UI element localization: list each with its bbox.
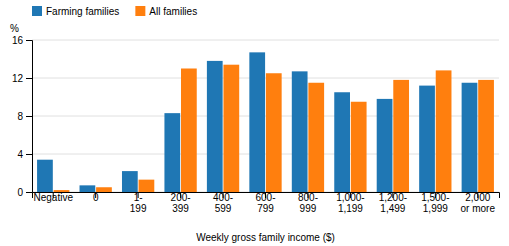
legend-item: Farming families — [32, 6, 119, 17]
legend-label: Farming families — [46, 6, 119, 17]
axis-line — [26, 41, 33, 193]
tick: 12 — [12, 73, 32, 84]
tick-label: 400-599 — [213, 192, 233, 214]
tick: 16 — [12, 35, 32, 46]
tick: 1,500-1,999 — [421, 192, 449, 214]
tick-label: 2,000or more — [461, 192, 496, 214]
bar — [80, 185, 96, 192]
y-axis-title: % — [10, 23, 19, 34]
bar — [377, 99, 393, 192]
bar — [164, 113, 180, 192]
y-axis: 0 4 8 12 16 — [12, 35, 33, 198]
tick-mark — [26, 78, 32, 79]
bar — [37, 160, 53, 192]
tick-label-line: 999 — [300, 203, 317, 214]
bar — [462, 83, 478, 192]
tick-label-line: 800- — [298, 192, 318, 203]
tick-mark — [26, 116, 32, 117]
tick: 4 — [17, 149, 32, 160]
grid-line — [32, 40, 499, 41]
bar — [207, 61, 223, 192]
legend: Farming families All families — [32, 6, 197, 17]
tick-label-line: 200- — [171, 192, 191, 203]
tick: 1-199 — [130, 192, 147, 214]
grid — [32, 40, 499, 192]
tick-label: 12 — [12, 73, 24, 84]
tick-label-line: 0 — [93, 192, 99, 203]
bar-series — [37, 52, 477, 192]
legend-swatch — [32, 6, 42, 16]
bar — [436, 70, 452, 192]
tick-label-line: 399 — [172, 203, 189, 214]
bar — [351, 102, 367, 192]
tick-label-line: Negative — [33, 192, 73, 203]
x-axis-title: Weekly gross family income ($) — [196, 232, 335, 243]
tick-label-line: or more — [461, 203, 496, 214]
tick-label-line: 599 — [215, 203, 232, 214]
tick-label: 8 — [17, 111, 23, 122]
tick: 8 — [17, 111, 32, 122]
tick-label-line: 1,200- — [379, 192, 407, 203]
legend-swatch — [135, 6, 145, 16]
tick: 1,000-1,199 — [336, 192, 364, 214]
bar — [393, 80, 409, 192]
tick-mark — [26, 40, 32, 41]
tick-label-line: 1,199 — [338, 203, 363, 214]
tick: 1,200-1,499 — [379, 192, 407, 214]
bar — [139, 180, 155, 192]
tick-label-line: 2,000 — [465, 192, 490, 203]
bar — [122, 171, 138, 192]
legend-item: All families — [135, 6, 197, 17]
tick: 200-399 — [171, 192, 191, 214]
tick-label-line: 1,000- — [336, 192, 364, 203]
tick-label: 4 — [17, 149, 23, 160]
bar-series — [54, 65, 494, 192]
tick: Negative — [33, 192, 73, 203]
tick-label: Negative — [33, 192, 73, 203]
tick-label: 1,500-1,999 — [421, 192, 449, 214]
bar — [308, 83, 324, 192]
tick-mark — [26, 154, 32, 155]
x-axis: Negative 0 1-199 200-399 400-599 600-799 800-9… — [33, 192, 500, 214]
tick-label-line: 1,499 — [380, 203, 405, 214]
legend-label: All families — [149, 6, 197, 17]
tick-label-line: 199 — [130, 203, 147, 214]
tick-label: 0 — [17, 187, 23, 198]
tick-label-line: 1,999 — [423, 203, 448, 214]
tick-label: 1,000-1,199 — [336, 192, 364, 214]
chart: 0 4 8 12 16 Negative 0 1-199 200-399 400-599 600-7… — [0, 0, 509, 246]
bar — [292, 71, 308, 192]
tick-label: 200-399 — [171, 192, 191, 214]
tick-label: 1,200-1,499 — [379, 192, 407, 214]
tick-label-line: 1,500- — [421, 192, 449, 203]
tick-label-line: 799 — [257, 203, 274, 214]
tick-label-line: 400- — [213, 192, 233, 203]
tick: 400-599 — [213, 192, 233, 214]
bar — [334, 92, 350, 192]
bars — [37, 52, 494, 192]
tick-label-line: 600- — [255, 192, 275, 203]
tick: 600-799 — [255, 192, 275, 214]
tick-label: 0 — [93, 192, 99, 203]
grid-line — [32, 78, 499, 79]
tick-label: 800-999 — [298, 192, 318, 214]
tick: 0 — [93, 192, 99, 203]
bar — [223, 65, 239, 192]
tick-label: 16 — [12, 35, 24, 46]
tick: 800-999 — [298, 192, 318, 214]
tick-label: 1-199 — [130, 192, 147, 214]
tick-mark — [26, 192, 32, 193]
bar — [478, 80, 494, 192]
bar — [266, 73, 282, 192]
tick: 2,000or more — [461, 192, 496, 214]
tick-label: 600-799 — [255, 192, 275, 214]
bar — [419, 86, 435, 192]
tick-label-line: 1- — [134, 192, 143, 203]
bar — [249, 52, 265, 192]
tick: 0 — [17, 187, 32, 198]
bar — [181, 69, 197, 193]
